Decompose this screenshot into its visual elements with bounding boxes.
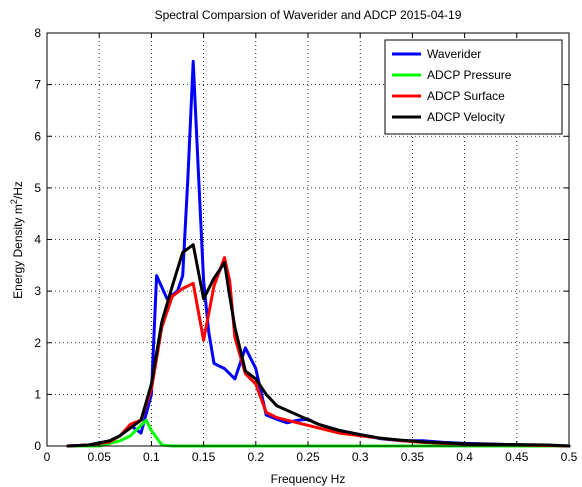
legend-label-waverider: Waverider <box>427 47 481 61</box>
x-tick-label: 0.5 <box>561 450 578 464</box>
chart-title: Spectral Comparsion of Waverider and ADC… <box>155 8 462 22</box>
x-tick-label: 0.15 <box>192 450 216 464</box>
y-axis-label-main: Energy Density m <box>11 204 25 299</box>
x-tick-label: 0.25 <box>296 450 320 464</box>
y-tick-label: 5 <box>34 181 41 195</box>
y-axis-label-tail: /Hz <box>11 181 25 199</box>
y-tick-label: 1 <box>34 387 41 401</box>
y-tick-label: 6 <box>34 129 41 143</box>
x-tick-label: 0 <box>44 450 51 464</box>
y-tick-label: 8 <box>34 26 41 40</box>
ticks: 0 0.05 0.1 0.15 0.2 0.25 0.3 0.35 0.4 0.45 0.5 0 1 2 3… <box>34 26 577 464</box>
x-tick-label: 0.45 <box>505 450 529 464</box>
y-tick-label: 0 <box>34 439 41 453</box>
x-axis-label: Frequency Hz <box>271 472 346 486</box>
legend-label-adcp-velocity: ADCP Velocity <box>427 110 505 124</box>
x-tick-label: 0.1 <box>143 450 160 464</box>
legend-label-adcp-pressure: ADCP Pressure <box>427 68 512 82</box>
y-tick-label: 4 <box>34 233 41 247</box>
y-axis-label: Energy Density m2/Hz <box>9 181 25 299</box>
y-tick-label: 3 <box>34 284 41 298</box>
y-axis-label-sup: 2 <box>9 199 19 204</box>
x-tick-label: 0.4 <box>456 450 473 464</box>
y-tick-label: 7 <box>34 78 41 92</box>
x-tick-label: 0.05 <box>88 450 112 464</box>
series-line-adcp-velocity <box>66 243 571 448</box>
x-tick-label: 0.2 <box>247 450 264 464</box>
y-tick-label: 2 <box>34 336 41 350</box>
x-tick-label: 0.3 <box>352 450 369 464</box>
legend-label-adcp-surface: ADCP Surface <box>427 89 505 103</box>
x-tick-label: 0.35 <box>401 450 425 464</box>
legend: Waverider ADCP Pressure ADCP Surface ADCP V… <box>384 39 563 135</box>
